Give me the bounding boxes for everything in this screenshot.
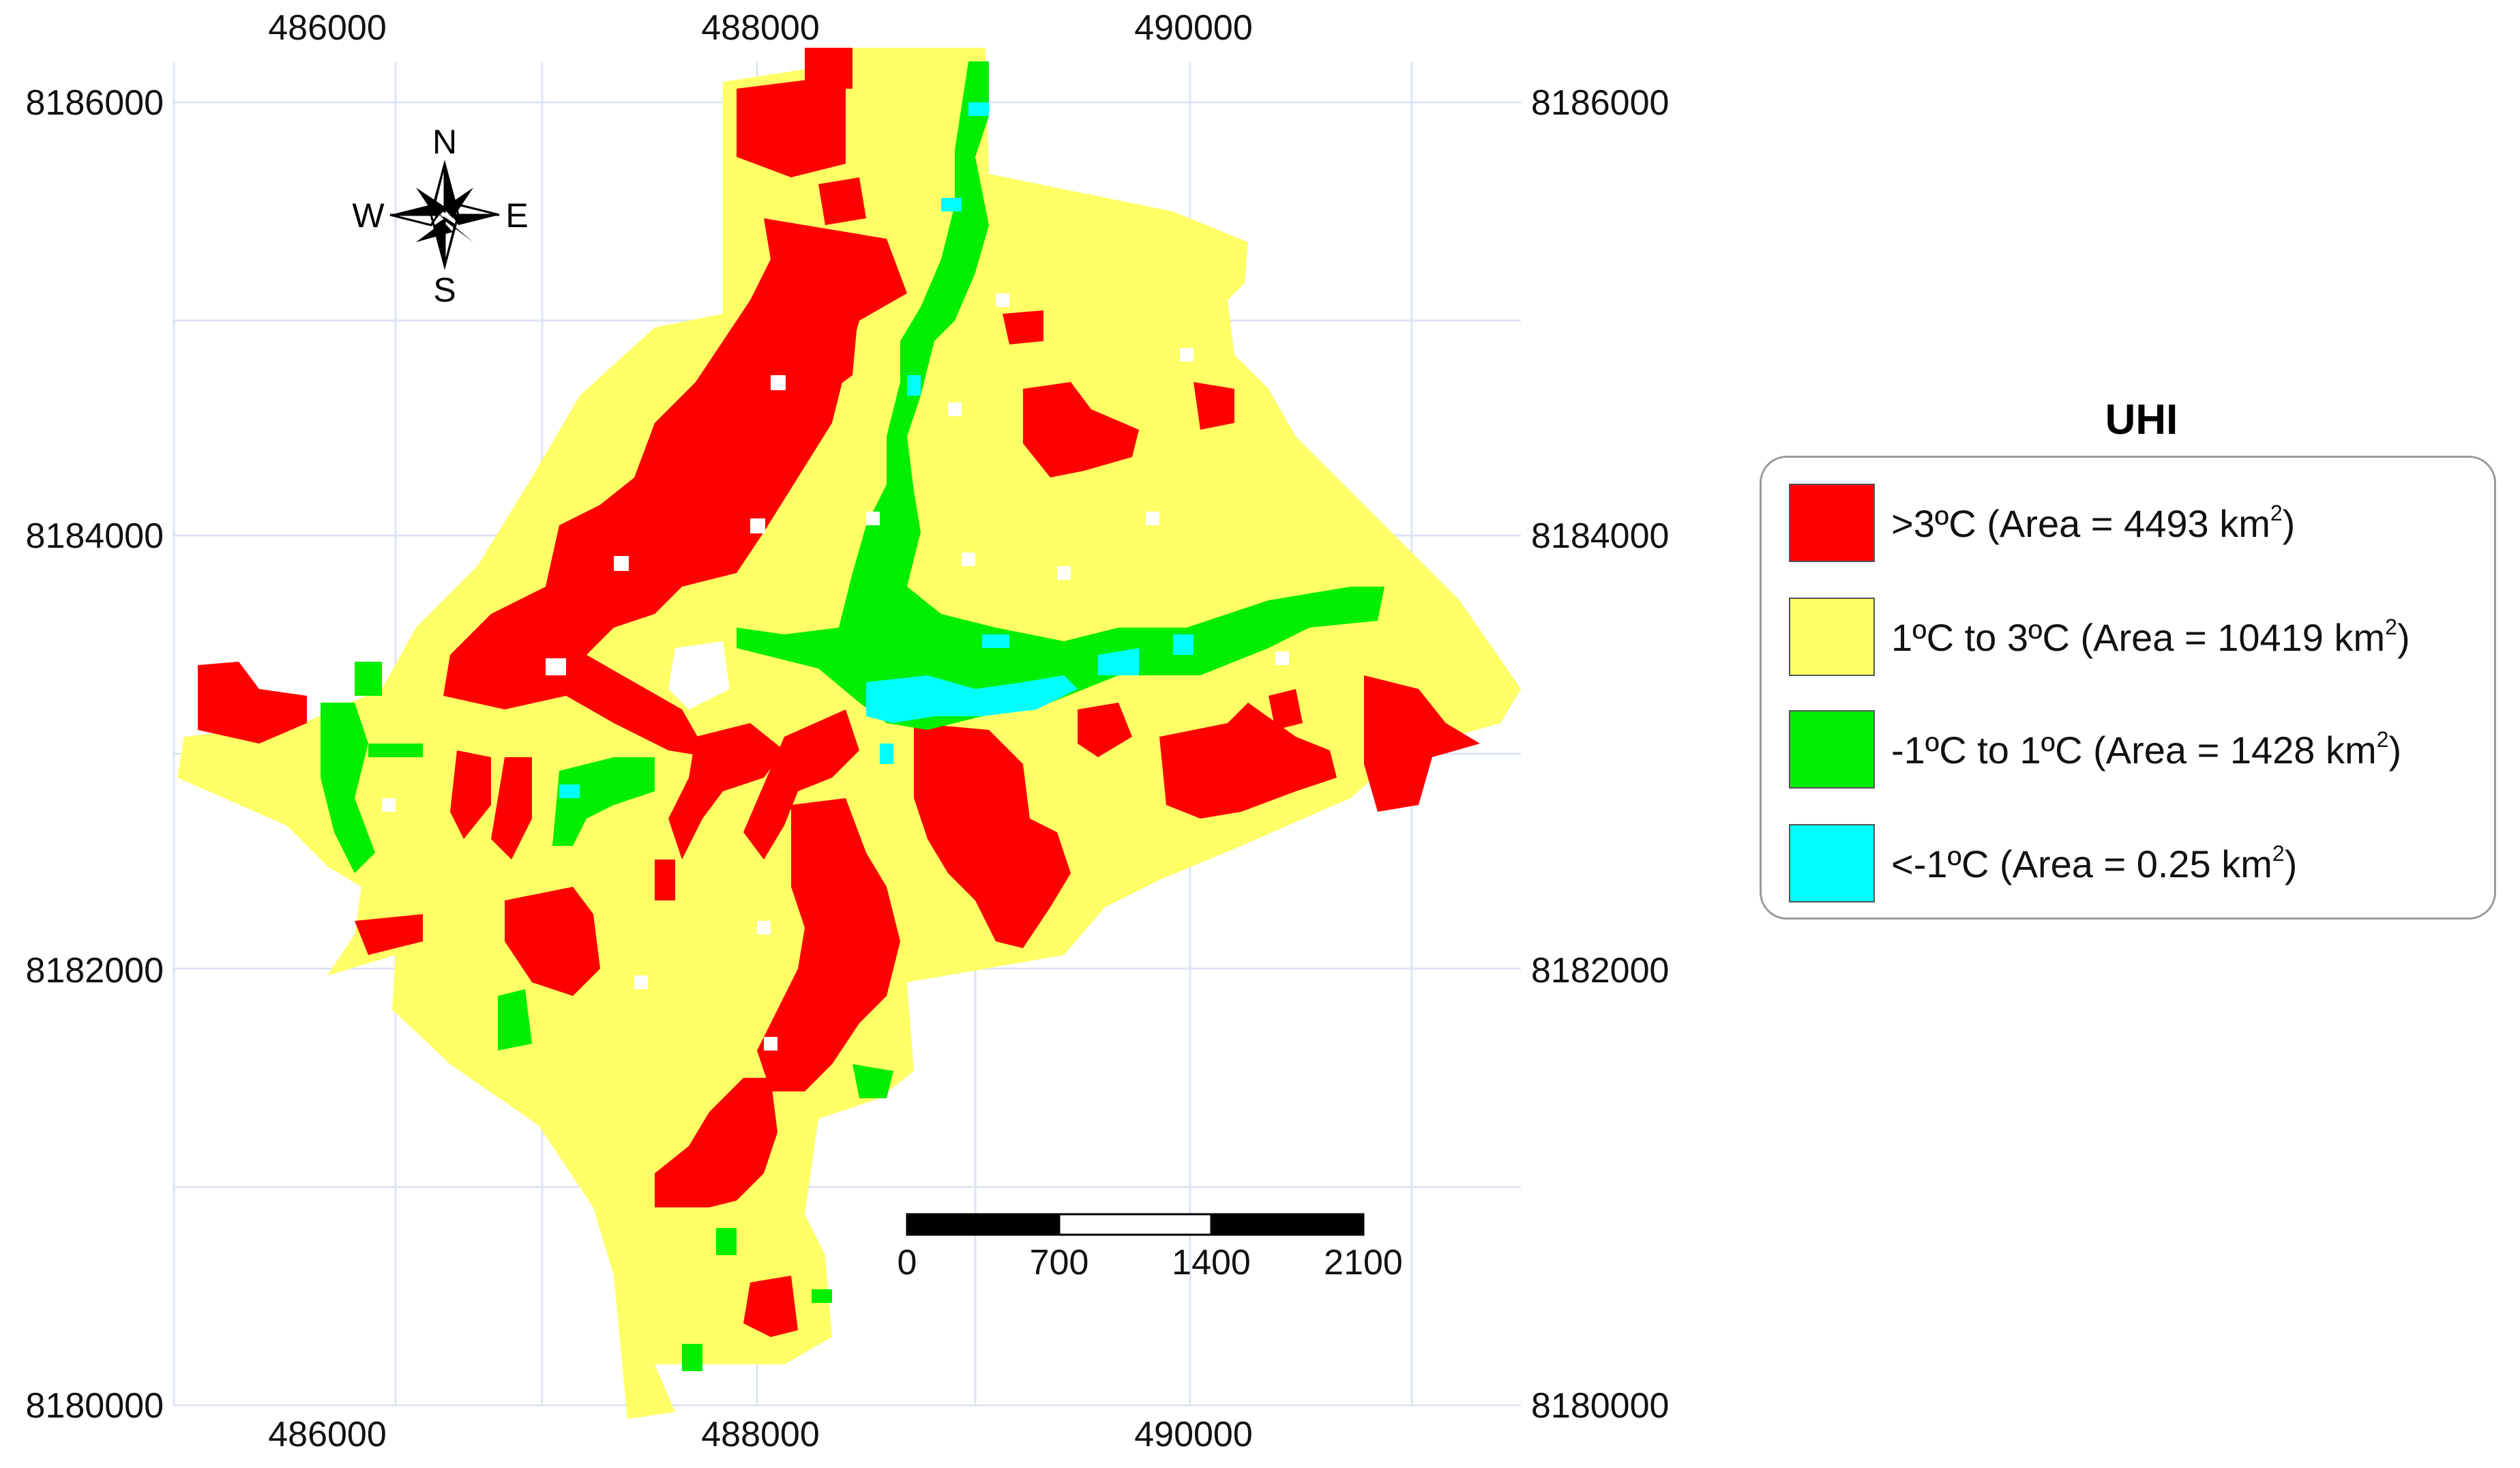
y-tick-left-8186000: 8186000 (26, 83, 164, 123)
compass-rose-icon (389, 160, 500, 270)
legend-item-warm: 1ºC to 3ºC (Area = 10419 km2) (1789, 598, 2410, 676)
uhi-cold-zones (559, 102, 1194, 798)
legend-item-cold: <-1ºC (Area = 0.25 km2) (1789, 824, 2297, 902)
x-tick-top-486000: 486000 (268, 8, 387, 48)
y-tick-right-8184000: 8184000 (1531, 516, 1669, 556)
y-tick-right-8186000: 8186000 (1531, 83, 1669, 123)
uhi-hot-zones (198, 48, 1480, 1337)
legend-item-hot: >3ºC (Area = 4493 km2) (1789, 484, 2295, 562)
x-tick-top-488000: 488000 (701, 8, 820, 48)
scale-bar (906, 1213, 1365, 1236)
legend-swatch-neutral (1789, 710, 1875, 789)
x-tick-bottom-490000: 490000 (1134, 1415, 1253, 1454)
legend-label-cold: <-1ºC (Area = 0.25 km2) (1891, 840, 2298, 885)
compass-north: N (432, 123, 457, 161)
legend-item-neutral: -1ºC to 1ºC (Area = 1428 km2) (1789, 710, 2401, 789)
y-tick-left-8182000: 8182000 (26, 951, 164, 990)
scale-label-1400: 1400 (1172, 1243, 1251, 1282)
x-tick-bottom-486000: 486000 (268, 1415, 387, 1454)
legend-label-neutral: -1ºC to 1ºC (Area = 1428 km2) (1891, 726, 2402, 772)
compass-east: E (505, 196, 528, 235)
legend-swatch-warm (1789, 598, 1875, 676)
x-tick-top-490000: 490000 (1134, 8, 1253, 48)
legend-label-warm: 1ºC to 3ºC (Area = 10419 km2) (1891, 614, 2410, 659)
compass-south: S (433, 271, 456, 309)
legend-swatch-hot (1789, 484, 1875, 562)
legend-swatch-cold (1789, 824, 1875, 902)
x-tick-bottom-488000: 488000 (701, 1415, 820, 1454)
scale-label-0: 0 (898, 1243, 917, 1282)
scale-label-700: 700 (1030, 1243, 1089, 1282)
compass-west: W (352, 196, 385, 235)
y-tick-left-8180000: 8180000 (26, 1386, 164, 1426)
uhi-cool-zones (321, 61, 1384, 1371)
legend-title: UHI (2105, 396, 2178, 443)
y-tick-left-8184000: 8184000 (26, 516, 164, 556)
scale-label-2100: 2100 (1324, 1243, 1403, 1282)
legend-label-hot: >3ºC (Area = 4493 km2) (1891, 500, 2296, 545)
y-tick-right-8180000: 8180000 (1531, 1386, 1669, 1426)
y-tick-right-8182000: 8182000 (1531, 951, 1669, 990)
no-data-cells (382, 293, 1289, 1051)
legend: >3ºC (Area = 4493 km2) 1ºC to 3ºC (Area … (1760, 456, 2496, 920)
